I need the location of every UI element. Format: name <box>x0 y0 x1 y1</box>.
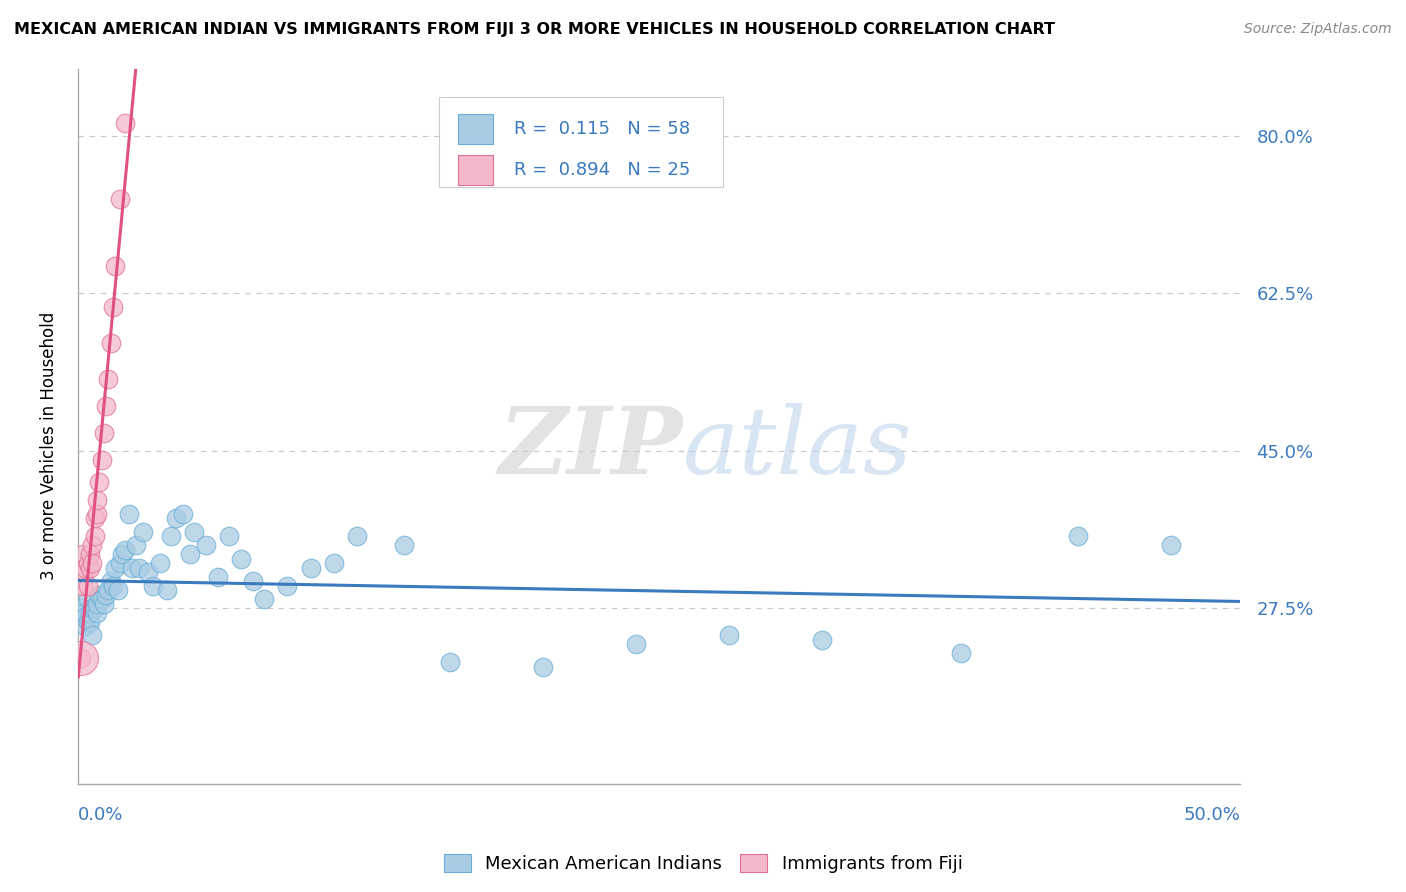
Text: atlas: atlas <box>682 402 912 492</box>
Point <box>149 557 172 571</box>
Point <box>811 632 834 647</box>
Point <box>72 606 94 620</box>
Point <box>136 566 159 580</box>
Point <box>253 592 276 607</box>
Point <box>108 557 131 571</box>
Point <box>299 561 322 575</box>
Point <box>76 579 98 593</box>
Point <box>69 651 91 665</box>
Point <box>82 538 104 552</box>
Point <box>72 579 94 593</box>
Point <box>90 453 112 467</box>
Point <box>439 656 461 670</box>
Point <box>132 524 155 539</box>
Point <box>79 561 101 575</box>
Point <box>69 601 91 615</box>
Point <box>142 579 165 593</box>
Point <box>531 660 554 674</box>
Text: ZIP: ZIP <box>498 402 682 492</box>
Point <box>83 529 105 543</box>
Point <box>90 592 112 607</box>
Point <box>242 574 264 589</box>
Point <box>75 566 97 580</box>
Point <box>107 583 129 598</box>
Point <box>114 115 136 129</box>
Point <box>1066 529 1088 543</box>
Point <box>100 574 122 589</box>
Point <box>118 507 141 521</box>
Point <box>155 583 177 598</box>
Bar <box>458 113 494 144</box>
Point <box>86 606 108 620</box>
Point <box>83 601 105 615</box>
Point <box>276 579 298 593</box>
Point <box>195 538 218 552</box>
Text: R =  0.115   N = 58: R = 0.115 N = 58 <box>515 120 690 137</box>
Point <box>229 552 252 566</box>
Text: 0.0%: 0.0% <box>79 806 124 824</box>
Point <box>218 529 240 543</box>
Point <box>128 561 150 575</box>
Point <box>108 192 131 206</box>
Point <box>69 651 91 665</box>
Point <box>392 538 415 552</box>
Point <box>125 538 148 552</box>
Point <box>86 507 108 521</box>
Point <box>179 548 201 562</box>
Bar <box>458 155 494 186</box>
Point <box>82 628 104 642</box>
Point <box>160 529 183 543</box>
Point <box>86 597 108 611</box>
Point <box>76 615 98 629</box>
Point <box>97 583 120 598</box>
Point <box>79 615 101 629</box>
Text: MEXICAN AMERICAN INDIAN VS IMMIGRANTS FROM FIJI 3 OR MORE VEHICLES IN HOUSEHOLD : MEXICAN AMERICAN INDIAN VS IMMIGRANTS FR… <box>14 22 1054 37</box>
Point <box>111 548 134 562</box>
Point <box>96 588 118 602</box>
Point <box>76 557 98 571</box>
Point <box>104 561 127 575</box>
Point <box>82 557 104 571</box>
Point <box>72 548 94 562</box>
FancyBboxPatch shape <box>439 97 723 186</box>
Point <box>86 493 108 508</box>
Text: R =  0.894   N = 25: R = 0.894 N = 25 <box>515 161 690 179</box>
Text: 50.0%: 50.0% <box>1184 806 1240 824</box>
Point <box>97 372 120 386</box>
Point <box>75 619 97 633</box>
Point <box>89 475 111 490</box>
Legend: Mexican American Indians, Immigrants from Fiji: Mexican American Indians, Immigrants fro… <box>439 848 967 879</box>
Point <box>1160 538 1182 552</box>
Point <box>718 628 741 642</box>
Point <box>172 507 194 521</box>
Point <box>100 335 122 350</box>
Point <box>89 588 111 602</box>
Point <box>76 592 98 607</box>
Point <box>121 561 143 575</box>
Point <box>79 548 101 562</box>
Point <box>165 511 187 525</box>
Point <box>75 610 97 624</box>
Point <box>93 425 115 440</box>
Text: 3 or more Vehicles in Household: 3 or more Vehicles in Household <box>41 312 58 580</box>
Point <box>82 601 104 615</box>
Point <box>79 606 101 620</box>
Point <box>75 561 97 575</box>
Point <box>101 300 124 314</box>
Point <box>207 570 229 584</box>
Point <box>183 524 205 539</box>
Point <box>104 260 127 274</box>
Point <box>346 529 368 543</box>
Point <box>93 597 115 611</box>
Point <box>950 647 973 661</box>
Point <box>114 543 136 558</box>
Point <box>83 511 105 525</box>
Point <box>96 399 118 413</box>
Text: Source: ZipAtlas.com: Source: ZipAtlas.com <box>1244 22 1392 37</box>
Point <box>101 579 124 593</box>
Point <box>624 637 647 651</box>
Point <box>322 557 344 571</box>
